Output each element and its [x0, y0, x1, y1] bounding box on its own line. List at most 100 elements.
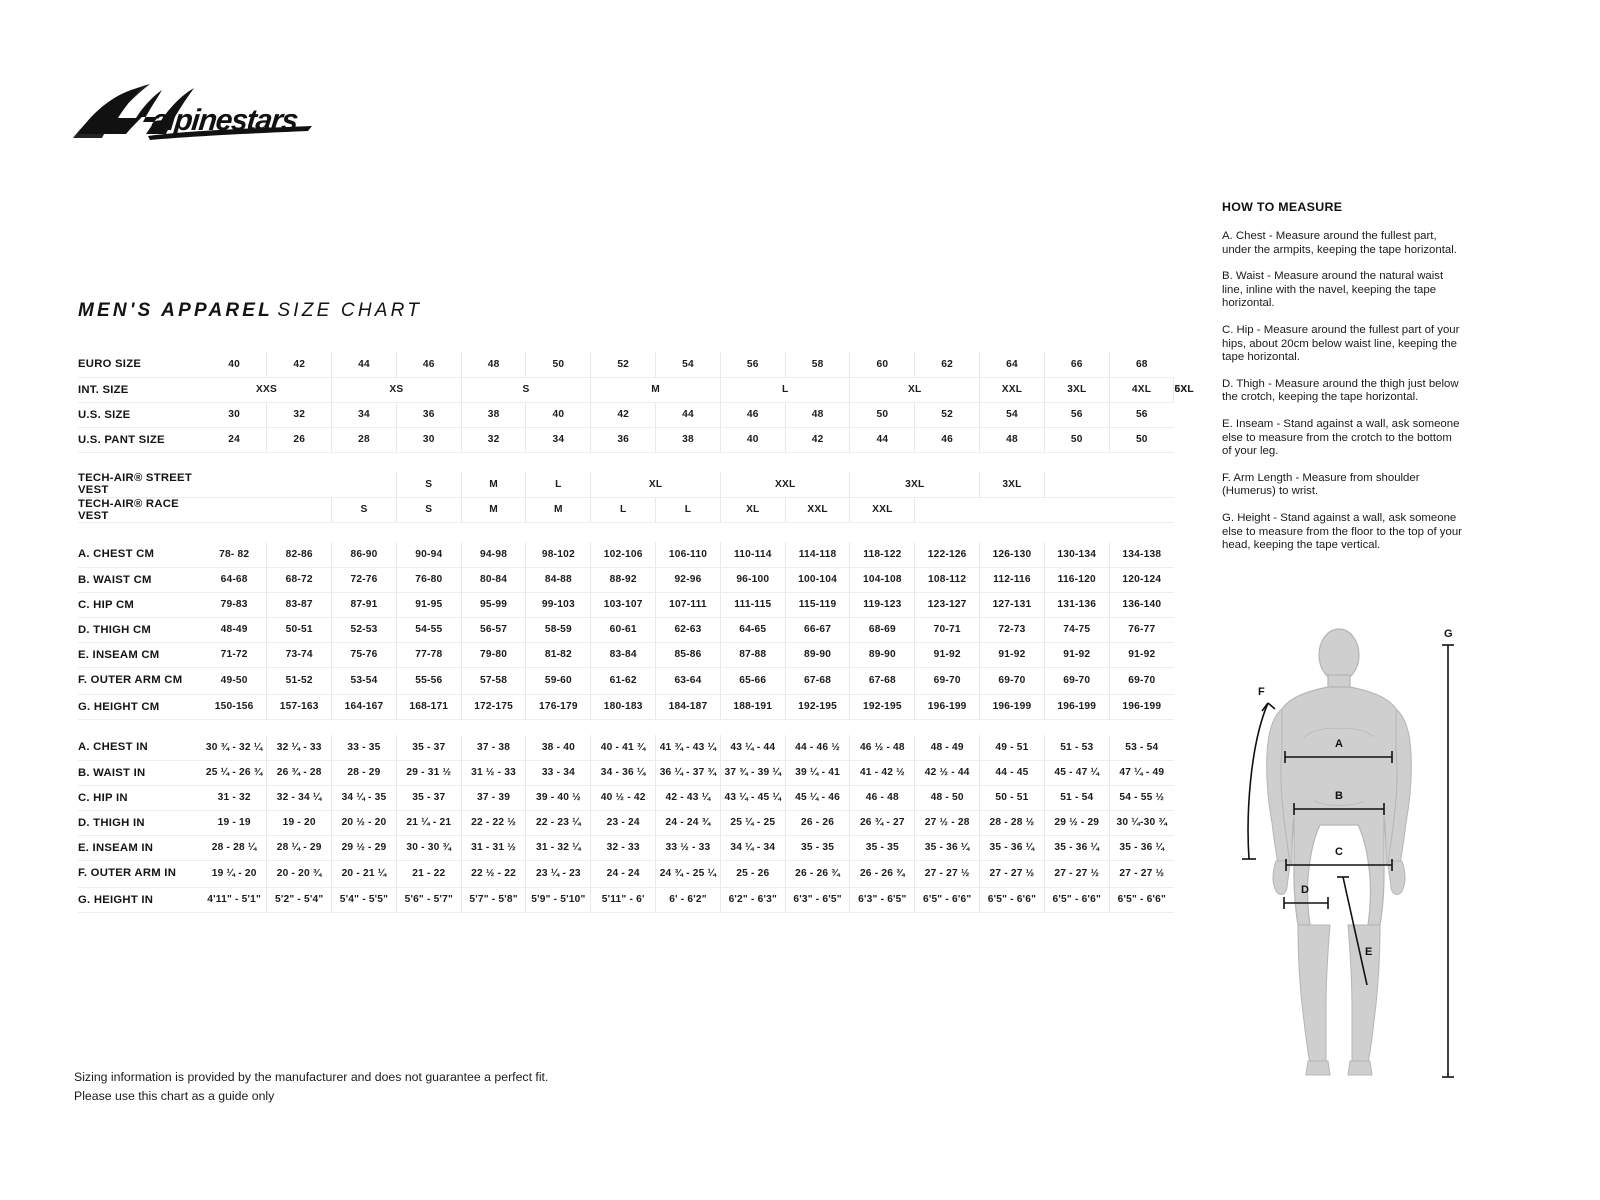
- cell-height_cm-9: 192-195: [784, 694, 850, 720]
- cell-hip_in-2: 34 ¼ - 35: [331, 785, 397, 811]
- row-label-outer_arm_cm: F. OUTER ARM CM: [78, 667, 202, 695]
- row-label-thigh_in: D. THIGH IN: [78, 810, 202, 836]
- cell-int_size-6: XXL: [979, 377, 1045, 403]
- cell-hip_cm-13: 131-136: [1043, 592, 1110, 618]
- cell-techair_street_vest-5: XXL: [719, 472, 850, 498]
- row-label-chest_cm: A. CHEST CM: [78, 542, 202, 568]
- table-row: INT. SIZE XXS XS S M L XL XXL 3XL 4XL 5XL 6XL: [78, 377, 1194, 403]
- cell-height_in-12: 6'5" - 6'6": [979, 887, 1045, 913]
- cell-us_size-14: 56: [1108, 402, 1174, 428]
- cell-height_in-5: 5'9" - 5'10": [525, 887, 591, 913]
- cell-chest_cm-9: 114-118: [784, 542, 850, 568]
- cell-height_in-2: 5'4" - 5'5": [331, 887, 397, 913]
- cell-inseam_cm-14: 91-92: [1108, 642, 1174, 668]
- row-label-hip_cm: C. HIP CM: [78, 592, 202, 618]
- row-label-chest_in: A. CHEST IN: [78, 735, 202, 761]
- cell-inseam_cm-4: 79-80: [460, 642, 526, 668]
- cell-techair_race_vest-3: M: [460, 497, 526, 523]
- cell-euro_size-0: 40: [202, 352, 267, 378]
- cell-inseam_cm-1: 73-74: [266, 642, 332, 668]
- cell-us_size-0: 30: [202, 402, 267, 428]
- cell-thigh_cm-12: 72-73: [979, 617, 1045, 643]
- table-row: U.S. SIZE 30 32 34 36 38 40 42 44 46 48 50 52 54 56 56: [78, 402, 1174, 428]
- cell-hip_in-14: 54 - 55 ½: [1108, 785, 1174, 811]
- cell-us_pant_size-10: 44: [849, 427, 915, 453]
- table-row: F. OUTER ARM IN 19 ¼ - 20 20 - 20 ¾ 20 - 21…: [78, 860, 1174, 888]
- cell-us_pant_size-12: 48: [979, 427, 1045, 453]
- cell-thigh_in-6: 23 - 24: [590, 810, 656, 836]
- cell-us_size-11: 52: [914, 402, 980, 428]
- cell-us_size-3: 36: [395, 402, 462, 428]
- figure-label-d: D: [1301, 884, 1309, 896]
- cell-chest_cm-7: 106-110: [655, 542, 721, 568]
- table-row: G. HEIGHT IN 4'11" - 5'1" 5'2" - 5'4" 5'4" …: [78, 887, 1174, 913]
- cell-hip_cm-11: 123-127: [914, 592, 980, 618]
- cell-waist_in-12: 44 - 45: [979, 760, 1045, 786]
- cell-waist_in-9: 39 ¼ - 41: [784, 760, 850, 786]
- cell-chest_in-12: 49 - 51: [979, 735, 1045, 761]
- cell-waist_in-11: 42 ½ - 44: [914, 760, 980, 786]
- cell-thigh_in-1: 19 - 20: [266, 810, 332, 836]
- cell-hip_in-13: 51 - 54: [1043, 785, 1110, 811]
- cell-height_cm-6: 180-183: [590, 694, 656, 720]
- cell-outer_arm_cm-10: 67-68: [849, 667, 915, 695]
- cell-chest_cm-13: 130-134: [1043, 542, 1110, 568]
- cell-techair_street_vest-0: [202, 472, 397, 498]
- table-row: A. CHEST CM 78- 82 82-86 86-90 90-94 94-98 98-…: [78, 542, 1174, 568]
- table-row: TECH-AIR® STREET VEST S M L XL XXL 3XL 3XL: [78, 472, 1174, 498]
- row-label-techair_race_vest: TECH-AIR® RACE VEST: [78, 497, 202, 523]
- cell-hip_cm-5: 99-103: [525, 592, 591, 618]
- row-label-techair_street_vest: TECH-AIR® STREET VEST: [78, 472, 202, 498]
- cell-hip_in-10: 46 - 48: [849, 785, 915, 811]
- cell-height_cm-13: 196-199: [1043, 694, 1110, 720]
- cell-euro_size-14: 68: [1108, 352, 1174, 378]
- row-label-euro_size: EURO SIZE: [78, 352, 202, 378]
- table-row: U.S. PANT SIZE 24 26 28 30 32 34 36 38 40 42 44 46 48…: [78, 427, 1174, 453]
- how-to-measure-panel: HOW TO MEASURE A. Chest - Measure around…: [1222, 200, 1462, 566]
- cell-thigh_cm-0: 48-49: [202, 617, 267, 643]
- cell-chest_in-10: 46 ½ - 48: [849, 735, 915, 761]
- cell-us_size-4: 38: [460, 402, 526, 428]
- table-row: B. WAIST CM 64-68 68-72 72-76 76-80 80-84 84-8…: [78, 567, 1174, 593]
- cell-chest_in-4: 37 - 38: [460, 735, 526, 761]
- figure-label-e: E: [1365, 946, 1372, 958]
- cell-waist_cm-4: 80-84: [460, 567, 526, 593]
- cell-waist_cm-3: 76-80: [395, 567, 462, 593]
- cell-hip_in-5: 39 - 40 ½: [525, 785, 591, 811]
- cell-outer_arm_cm-4: 57-58: [460, 667, 526, 695]
- table-row: TECH-AIR® RACE VEST S S M M L L XL XXL XXL: [78, 497, 1174, 523]
- cell-chest_cm-0: 78- 82: [202, 542, 267, 568]
- cell-thigh_cm-14: 76-77: [1108, 617, 1174, 643]
- cell-waist_in-13: 45 - 47 ¼: [1043, 760, 1110, 786]
- cell-thigh_cm-4: 56-57: [460, 617, 526, 643]
- cell-waist_in-7: 36 ¼ - 37 ¾: [655, 760, 721, 786]
- cell-height_in-3: 5'6" - 5'7": [395, 887, 462, 913]
- how-to-measure-item-2: C. Hip - Measure around the fullest part…: [1222, 323, 1460, 364]
- cell-us_pant_size-9: 42: [784, 427, 850, 453]
- page-title-light: SIZE CHART: [277, 300, 423, 321]
- cell-euro_size-5: 50: [525, 352, 591, 378]
- cell-chest_in-14: 53 - 54: [1108, 735, 1174, 761]
- cell-height_cm-7: 184-187: [655, 694, 721, 720]
- cell-euro_size-6: 52: [590, 352, 656, 378]
- cell-inseam_cm-0: 71-72: [202, 642, 267, 668]
- how-to-measure-item-4: E. Inseam - Stand against a wall, ask so…: [1222, 417, 1460, 458]
- cell-waist_in-14: 47 ¼ - 49: [1108, 760, 1174, 786]
- cell-thigh_cm-10: 68-69: [849, 617, 915, 643]
- cell-hip_cm-12: 127-131: [979, 592, 1045, 618]
- cell-chest_in-0: 30 ¾ - 32 ¼: [202, 735, 267, 761]
- cell-height_in-13: 6'5" - 6'6": [1043, 887, 1110, 913]
- row-label-inseam_in: E. INSEAM IN: [78, 835, 202, 861]
- cell-int_size-4: L: [719, 377, 850, 403]
- cell-int_size-5: XL: [849, 377, 980, 403]
- cell-techair_race_vest-9: XXL: [849, 497, 915, 523]
- how-to-measure-item-0: A. Chest - Measure around the fullest pa…: [1222, 230, 1457, 256]
- figure-label-a: A: [1335, 738, 1343, 750]
- cell-inseam_cm-7: 85-86: [655, 642, 721, 668]
- cell-outer_arm_in-11: 27 - 27 ½: [914, 860, 980, 888]
- cell-height_cm-12: 196-199: [979, 694, 1045, 720]
- cell-waist_cm-0: 64-68: [202, 567, 267, 593]
- cell-us_pant_size-1: 26: [266, 427, 332, 453]
- cell-waist_cm-9: 100-104: [784, 567, 850, 593]
- cell-thigh_cm-1: 50-51: [266, 617, 332, 643]
